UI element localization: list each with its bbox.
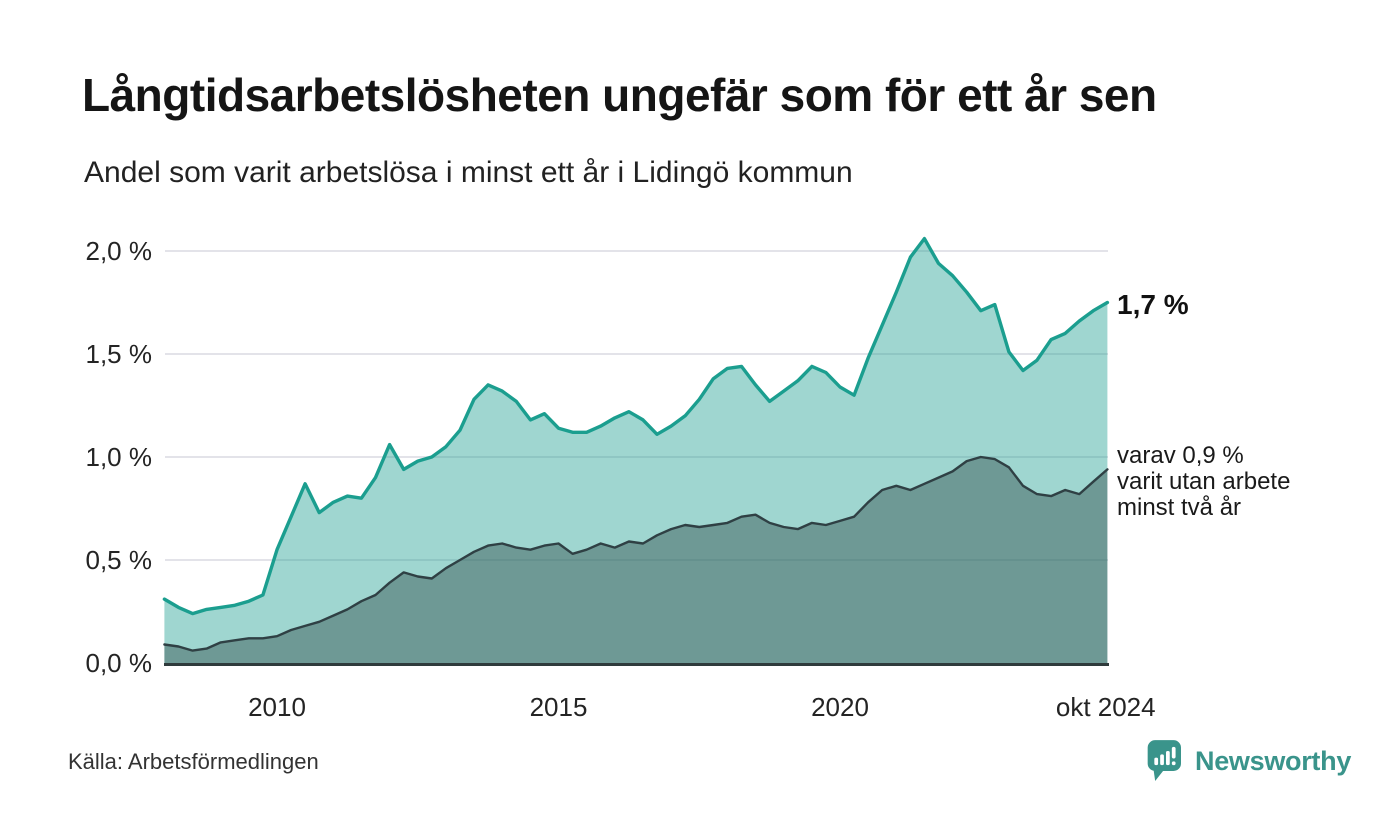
- x-tick-label: 2010: [248, 692, 306, 722]
- y-tick-label: 0,0 %: [86, 648, 153, 678]
- secondary-value-line: varit utan arbete: [1117, 468, 1291, 495]
- page-subtitle: Andel som varit arbetslösa i minst ett å…: [84, 156, 853, 189]
- newsworthy-logo-icon: [1147, 740, 1181, 781]
- newsworthy-logo: Newsworthy: [1146, 739, 1351, 783]
- y-tick-label: 2,0 %: [86, 236, 153, 266]
- latest-value-label: 1,7 %: [1117, 289, 1189, 320]
- x-tick-label: okt 2024: [1056, 692, 1156, 722]
- y-tick-label: 1,5 %: [86, 339, 153, 369]
- x-tick-label: 2015: [530, 692, 588, 722]
- newsworthy-wordmark: Newsworthy: [1195, 745, 1352, 776]
- series-line: [163, 455, 1109, 652]
- secondary-value-label: varav 0,9 % varit utan arbete minst två år: [1117, 443, 1290, 521]
- secondary-value-line: varav 0,9 %: [1117, 442, 1244, 469]
- series-area: [164, 238, 1108, 663]
- secondary-value-line: minst två år: [1117, 494, 1242, 521]
- source-note: Källa: Arbetsförmedlingen: [68, 749, 319, 774]
- series-line: [162, 236, 1110, 616]
- y-tick-label: 0,5 %: [86, 545, 153, 575]
- y-tick-label: 1,0 %: [86, 442, 153, 472]
- page-title: Långtidsarbetslösheten ungefär som för e…: [82, 69, 1157, 121]
- series-area: [164, 457, 1108, 663]
- x-tick-label: 2020: [811, 692, 869, 722]
